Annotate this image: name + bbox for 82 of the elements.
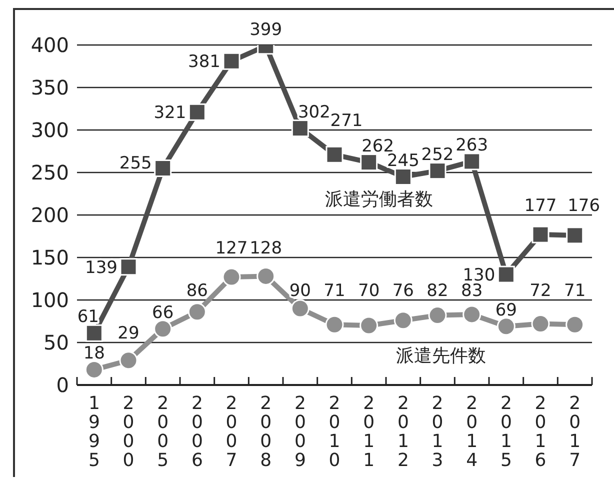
data-label: 82 xyxy=(426,281,448,301)
data-label: 72 xyxy=(530,281,552,301)
data-label: 18 xyxy=(83,344,105,364)
point xyxy=(85,324,103,342)
y-tick-label: 150 xyxy=(30,246,69,270)
y-tick-label: 350 xyxy=(30,76,69,100)
point xyxy=(120,258,138,276)
y-tick-label: 50 xyxy=(44,330,69,355)
data-label: 29 xyxy=(118,324,140,344)
y-tick-label: 0 xyxy=(56,373,69,398)
data-label: 76 xyxy=(392,281,414,301)
x-tick-label: 2009 xyxy=(294,393,306,471)
x-tick-label: 2013 xyxy=(432,393,444,471)
data-label: 70 xyxy=(358,281,380,301)
data-label: 252 xyxy=(421,144,454,165)
point xyxy=(566,226,584,244)
data-label: 71 xyxy=(564,281,586,301)
data-label: 86 xyxy=(186,281,208,301)
data-label: 177 xyxy=(524,196,557,216)
series-label: 派遣先件数 xyxy=(396,346,486,366)
data-label: 399 xyxy=(250,20,282,40)
x-tick-label: 2000 xyxy=(122,393,134,471)
series-label: 派遣労働者数 xyxy=(325,188,434,210)
x-tick-label: 2007 xyxy=(226,393,238,471)
point xyxy=(462,305,482,324)
x-tick-label: 2012 xyxy=(397,393,409,471)
point xyxy=(428,162,446,180)
point xyxy=(497,266,515,284)
x-tick-label: 2006 xyxy=(191,393,203,471)
y-tick-label: 300 xyxy=(30,118,69,142)
point xyxy=(428,306,447,325)
point xyxy=(463,152,481,170)
y-tick-label: 250 xyxy=(30,160,69,185)
point xyxy=(360,154,378,172)
data-label: 321 xyxy=(154,103,186,124)
point xyxy=(325,315,344,334)
point xyxy=(496,317,516,336)
point xyxy=(222,268,241,286)
data-label: 139 xyxy=(85,258,118,278)
data-label: 61 xyxy=(77,307,99,328)
data-label: 302 xyxy=(298,102,330,122)
point xyxy=(188,302,206,322)
x-tick-label: 2017 xyxy=(569,393,581,471)
point xyxy=(84,360,104,379)
x-tick-label: 1995 xyxy=(88,393,100,471)
point xyxy=(566,315,584,334)
x-tick-label: 2005 xyxy=(157,393,169,471)
point xyxy=(119,351,138,370)
point xyxy=(360,316,378,335)
point xyxy=(222,52,240,70)
data-label: 381 xyxy=(188,52,220,72)
x-tick-label: 2016 xyxy=(534,393,546,471)
data-label: 176 xyxy=(568,196,600,216)
x-tick-label: 2014 xyxy=(466,393,478,471)
x-tick-label: 2015 xyxy=(500,393,512,471)
point xyxy=(326,146,344,164)
data-label: 90 xyxy=(289,281,311,301)
data-label: 71 xyxy=(324,281,346,301)
y-tick-label: 100 xyxy=(30,288,69,312)
point xyxy=(532,226,550,244)
point xyxy=(291,120,309,138)
point xyxy=(154,160,172,177)
point xyxy=(290,299,310,318)
x-tick-label: 2011 xyxy=(363,393,375,471)
point xyxy=(188,103,206,121)
point xyxy=(394,168,412,186)
data-label: 255 xyxy=(119,154,152,174)
point xyxy=(256,266,276,286)
x-tick-label: 2008 xyxy=(260,393,272,471)
data-label: 271 xyxy=(330,111,363,131)
y-tick-label: 400 xyxy=(30,33,69,58)
point xyxy=(154,320,172,338)
data-label: 83 xyxy=(461,281,483,301)
y-tick-label: 200 xyxy=(30,203,69,228)
data-label: 128 xyxy=(250,238,282,258)
data-label: 66 xyxy=(152,302,174,323)
data-label: 127 xyxy=(215,238,248,258)
data-label: 69 xyxy=(495,300,517,320)
point xyxy=(394,311,412,330)
x-tick-label: 2010 xyxy=(328,393,340,471)
point xyxy=(531,314,550,334)
data-label: 263 xyxy=(456,135,488,156)
